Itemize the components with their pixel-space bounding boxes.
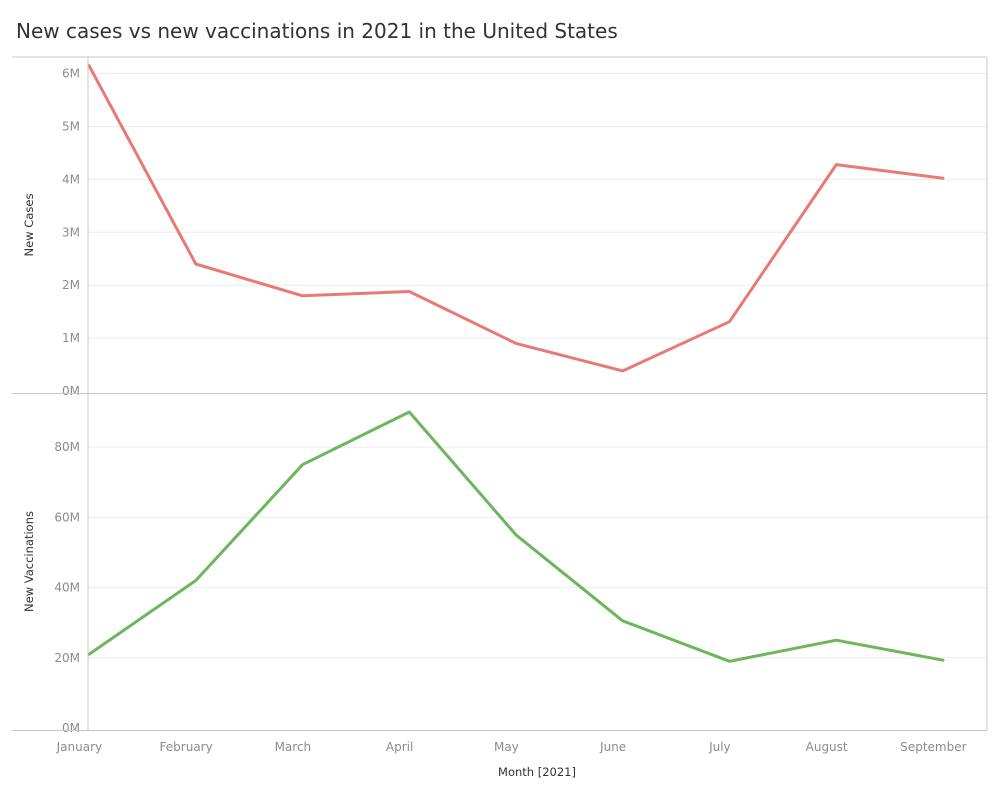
y-tick-label: 40M — [54, 581, 80, 595]
y-tick-label: 0M — [62, 721, 80, 735]
y-tick-label: 0M — [62, 384, 80, 398]
y-tick-label: 60M — [54, 510, 80, 524]
x-tick-label: February — [160, 740, 213, 754]
x-tick-label: March — [275, 740, 312, 754]
y-tick-label: 5M — [62, 119, 80, 133]
y-tick-label: 20M — [54, 651, 80, 665]
x-axis-title: Month [2021] — [498, 765, 576, 779]
x-tick-label: September — [900, 740, 966, 754]
series-line — [87, 410, 945, 663]
y-tick-label: 1M — [62, 331, 80, 345]
y-tick-label: 6M — [62, 67, 80, 81]
series-line — [87, 64, 945, 373]
chart-title: New cases vs new vaccinations in 2021 in… — [16, 19, 618, 43]
y-axis-title: New Vaccinations — [22, 511, 36, 612]
y-tick-label: 4M — [62, 172, 80, 186]
x-tick-label: July — [708, 740, 731, 754]
x-tick-label: August — [806, 740, 848, 754]
y-tick-label: 2M — [62, 278, 80, 292]
y-tick-label: 80M — [54, 440, 80, 454]
x-tick-label: May — [494, 740, 519, 754]
y-axis-title: New Cases — [22, 194, 36, 257]
y-tick-label: 3M — [62, 225, 80, 239]
x-tick-label: January — [56, 740, 103, 754]
x-tick-label: June — [599, 740, 626, 754]
x-tick-label: April — [386, 740, 413, 754]
